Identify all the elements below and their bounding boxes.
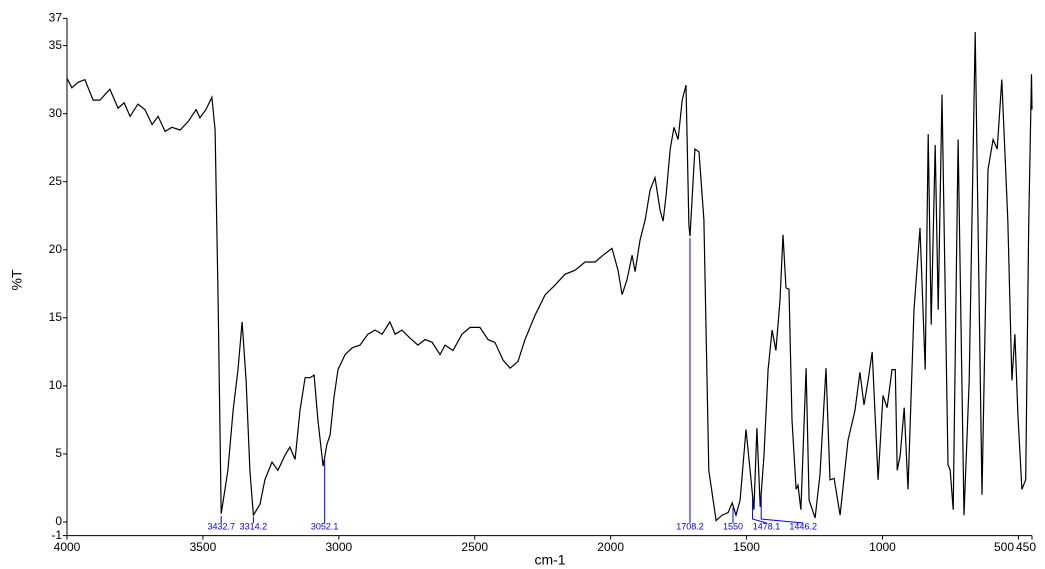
x-tick-label: 450 (1016, 540, 1036, 554)
y-tick-label: 10 (49, 378, 63, 392)
x-tick-label: 3500 (190, 540, 217, 554)
peak-label: 3052.1 (311, 521, 339, 531)
peak-label: 3314.2 (240, 521, 268, 531)
x-tick-label: 500 (994, 540, 1014, 554)
peak-marker (752, 497, 767, 524)
y-tick-label: 30 (49, 106, 63, 120)
peak-marker (760, 494, 804, 524)
x-tick-label: 2500 (461, 540, 488, 554)
y-axis-label: %T (9, 269, 25, 290)
peak-label: 1478.1 (753, 521, 781, 531)
y-tick-label: -1 (51, 528, 62, 542)
x-tick-label: 1000 (869, 540, 896, 554)
peak-label: 1446.2 (789, 521, 817, 531)
peak-label: 1708.2 (676, 521, 704, 531)
y-tick-label: 15 (49, 310, 63, 324)
y-tick-label: 25 (49, 174, 63, 188)
x-tick-label: 2000 (597, 540, 624, 554)
y-tick-label: 35 (49, 38, 63, 52)
spectrum-line (66, 31, 1033, 522)
y-tick-label: 5 (55, 446, 62, 460)
y-tick-label: 0 (55, 514, 62, 528)
peak-label: 1550 (723, 521, 743, 531)
y-tick-label: 37 (49, 11, 63, 25)
x-tick-label: 1500 (733, 540, 760, 554)
x-tick-label: 3000 (325, 540, 352, 554)
y-tick-label: 20 (49, 242, 63, 256)
x-tick-label: 4000 (54, 540, 81, 554)
x-axis-label: cm-1 (534, 552, 565, 568)
peak-label: 3432.7 (207, 521, 235, 531)
